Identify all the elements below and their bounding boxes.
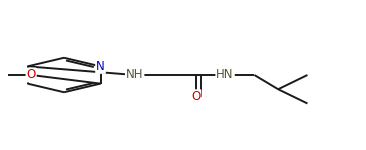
Text: O: O xyxy=(26,69,36,81)
Text: NH: NH xyxy=(126,69,143,81)
Text: O: O xyxy=(191,90,201,103)
Text: N: N xyxy=(96,60,105,73)
Text: HN: HN xyxy=(216,69,234,81)
